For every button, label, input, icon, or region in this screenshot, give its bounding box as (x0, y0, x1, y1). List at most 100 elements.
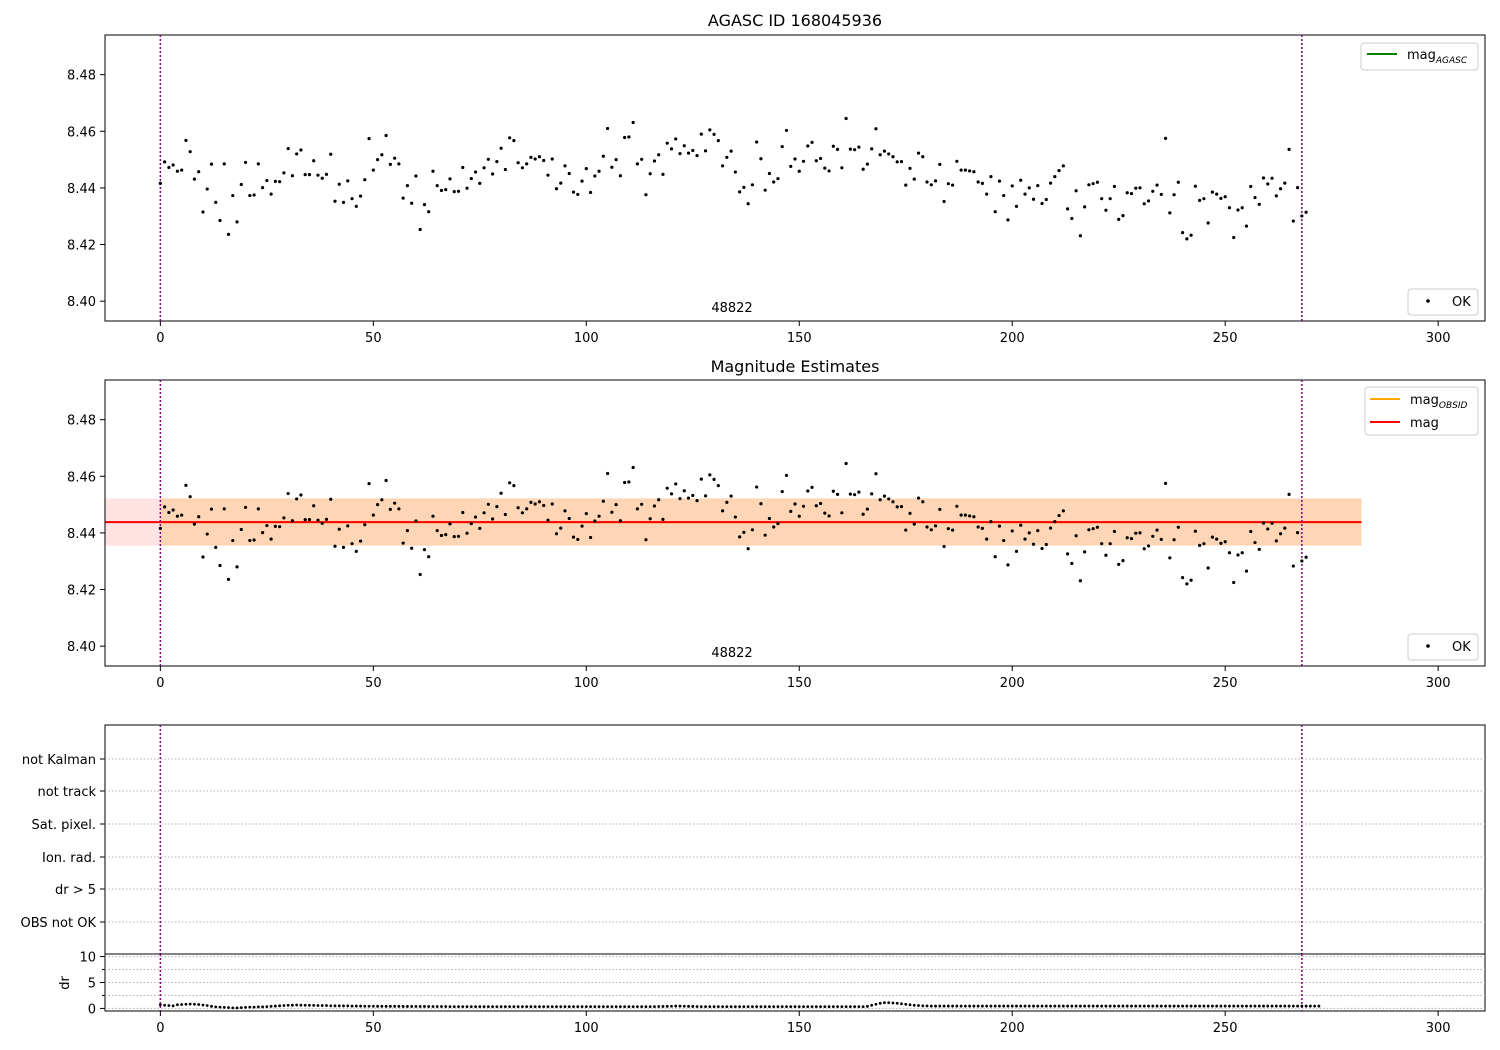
x-tick-label: 100 (574, 331, 599, 346)
dr-point (785, 1005, 788, 1009)
mag-point (380, 153, 384, 157)
dr-point (427, 1005, 431, 1008)
mag-point (674, 137, 678, 141)
y-tick-label: 8.40 (67, 640, 96, 655)
mag-point (1083, 550, 1087, 554)
mag-point (508, 136, 512, 140)
mag-point (874, 127, 878, 131)
mag-point (1198, 198, 1202, 202)
dr-point (478, 1005, 482, 1008)
mag-point (712, 132, 716, 136)
mag-point (380, 498, 384, 502)
mag-point (1125, 191, 1129, 195)
mag-point (435, 529, 439, 533)
mag-point (580, 524, 584, 528)
dr-point (998, 1004, 1001, 1008)
dr-point (1172, 1004, 1176, 1008)
dr-point (1206, 1004, 1210, 1008)
mag-point (976, 180, 980, 184)
mag-point (908, 166, 912, 170)
mag-point (265, 523, 269, 528)
mag-point (431, 169, 435, 173)
dr-point (759, 1005, 763, 1009)
mag-point (767, 171, 772, 176)
dr-point (1181, 1004, 1184, 1008)
mag-point (916, 151, 921, 155)
x-tick-label: 250 (1213, 676, 1238, 691)
dr-point (499, 1005, 503, 1008)
dr-point (567, 1005, 571, 1009)
dr-point (908, 1003, 912, 1007)
dr-y-tick-label: 0 (88, 1002, 96, 1017)
x-tick-label: 50 (365, 676, 382, 691)
mag-point (733, 515, 737, 519)
mag-point (1053, 519, 1057, 524)
mag-point (256, 507, 260, 511)
dr-point (772, 1005, 776, 1009)
dr-point (474, 1005, 477, 1008)
mag-point (1108, 542, 1112, 546)
dr-point (1053, 1004, 1057, 1008)
mag-point (989, 174, 993, 179)
dr-point (555, 1005, 558, 1009)
mag-point (1078, 579, 1082, 583)
mag-point (1078, 234, 1082, 238)
mag-point (1100, 542, 1104, 546)
mag-point (878, 498, 882, 502)
dr-point (670, 1004, 673, 1008)
mag-point (1163, 481, 1168, 485)
mag-point (324, 172, 329, 176)
y-tick-label: 8.48 (67, 414, 96, 429)
mag-point (567, 516, 571, 521)
dr-point (627, 1005, 631, 1009)
mag-point (912, 177, 916, 181)
mag-point (388, 507, 392, 512)
mag-point (550, 502, 554, 506)
mag-point (1219, 196, 1223, 200)
dr-y-tick-label: 5 (88, 977, 96, 992)
dr-point (197, 1003, 201, 1006)
dr-point (1262, 1004, 1265, 1008)
dr-point (1245, 1004, 1248, 1008)
mag-point (640, 157, 644, 161)
x-tick-label: 200 (1000, 331, 1025, 346)
dr-point (563, 1005, 567, 1009)
mag-point (806, 144, 810, 148)
mag-point (354, 204, 358, 208)
flag-label: not Kalman (22, 753, 96, 768)
dr-point (295, 1003, 299, 1007)
dr-point (158, 1003, 162, 1007)
dr-point (1304, 1004, 1308, 1008)
mag-point (218, 218, 222, 223)
mag-point (614, 157, 618, 162)
mag-point (657, 498, 661, 502)
mag-point (495, 159, 499, 164)
mag-point (959, 168, 963, 172)
mag-point (576, 192, 580, 197)
mag-point (358, 539, 363, 543)
mag-point (1112, 529, 1117, 534)
dr-point (955, 1004, 959, 1008)
mag-point (1002, 193, 1006, 198)
mag-point (708, 473, 712, 477)
mag-point (350, 197, 354, 201)
mag-point (588, 535, 593, 540)
mag-point (857, 490, 861, 494)
mag-point (993, 555, 997, 559)
dr-point (831, 1005, 835, 1009)
mag-point (1172, 193, 1176, 197)
mag-point (861, 512, 865, 516)
mag-point (260, 531, 265, 535)
mag-point (209, 162, 214, 166)
dr-point (1159, 1004, 1163, 1008)
mag-point (520, 166, 525, 170)
dr-point (640, 1005, 644, 1009)
mag-point (158, 181, 162, 185)
dr-point (363, 1004, 367, 1008)
mag-point (1176, 180, 1180, 184)
mag-point (1180, 576, 1185, 580)
mag-point (580, 179, 584, 183)
mag-point (1036, 529, 1040, 533)
mag-point (1274, 194, 1278, 198)
